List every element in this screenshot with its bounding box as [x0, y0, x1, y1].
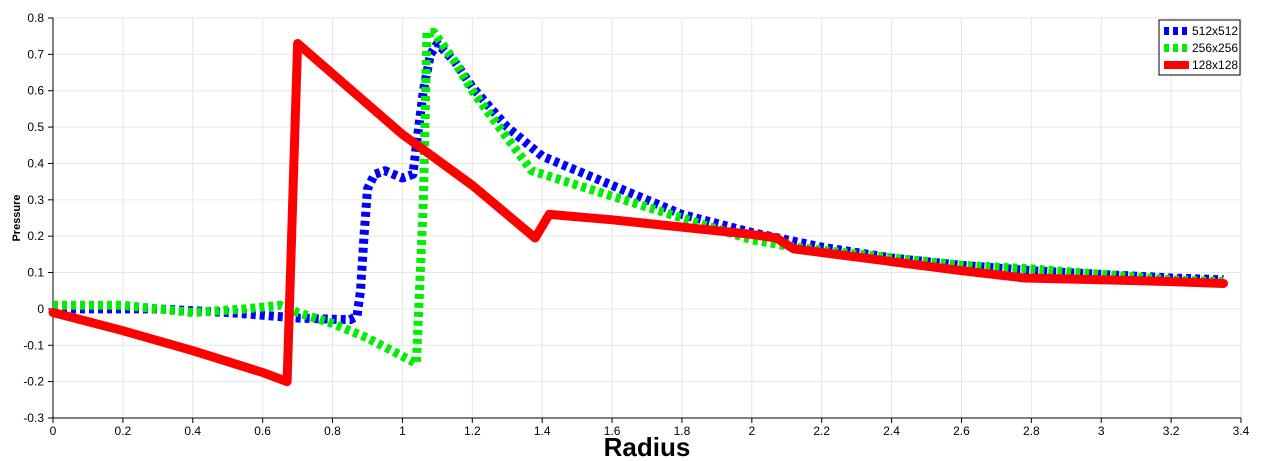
x-tick-label: 1.8 — [674, 424, 691, 438]
series-lines — [48, 28, 1228, 387]
legend-label: 128x128 — [1192, 58, 1238, 72]
y-tick-label: 0.4 — [27, 156, 44, 170]
x-tick-label: 0.2 — [115, 424, 132, 438]
x-tick-label: 2.2 — [813, 424, 830, 438]
x-tick-label: 3 — [1098, 424, 1105, 438]
x-tick-label: 0 — [50, 424, 57, 438]
legend: 512x512 256x256 128x128 — [1158, 19, 1241, 76]
y-tick-label: 0.6 — [27, 84, 44, 98]
axes — [48, 17, 1242, 423]
x-tick-label: 2.4 — [883, 424, 900, 438]
y-tick-label: -0.1 — [23, 338, 44, 352]
x-tick-label: 2.6 — [953, 424, 970, 438]
x-tick-label: 0.8 — [324, 424, 341, 438]
y-tick-label: 0.5 — [27, 120, 44, 134]
y-tick-label: 0.7 — [27, 47, 44, 61]
y-axis-title: Pressure — [11, 194, 23, 241]
x-tick-label: 2.8 — [1023, 424, 1040, 438]
legend-label: 512x512 — [1192, 24, 1238, 38]
tick-labels: 0 0.2 0.4 0.6 0.8 1 1.2 1.4 1.6 1.8 2 2.2 2.4 2.6 2.8 3… — [23, 11, 1249, 438]
y-tick-label: 0.3 — [27, 193, 44, 207]
x-tick-label: 3.2 — [1163, 424, 1180, 438]
x-tick-label: 1.4 — [534, 424, 551, 438]
x-tick-label: 3.4 — [1233, 424, 1250, 438]
x-tick-label: 1.6 — [604, 424, 621, 438]
x-tick-label: 1 — [399, 424, 406, 438]
x-axis-title: Radius — [604, 432, 691, 461]
x-tick-label: 0.4 — [184, 424, 201, 438]
x-tick-label: 1.2 — [464, 424, 481, 438]
series-line-128x128 — [48, 39, 1228, 387]
y-tick-label: 0.8 — [27, 11, 44, 25]
y-tick-label: 0.2 — [27, 229, 44, 243]
legend-label: 256x256 — [1192, 41, 1238, 55]
y-tick-label: -0.2 — [23, 375, 44, 389]
y-tick-label: 0.1 — [27, 266, 44, 280]
y-tick-label: 0 — [37, 302, 44, 316]
y-tick-label: -0.3 — [23, 411, 44, 425]
x-tick-label: 0.6 — [254, 424, 271, 438]
x-tick-label: 2 — [748, 424, 755, 438]
